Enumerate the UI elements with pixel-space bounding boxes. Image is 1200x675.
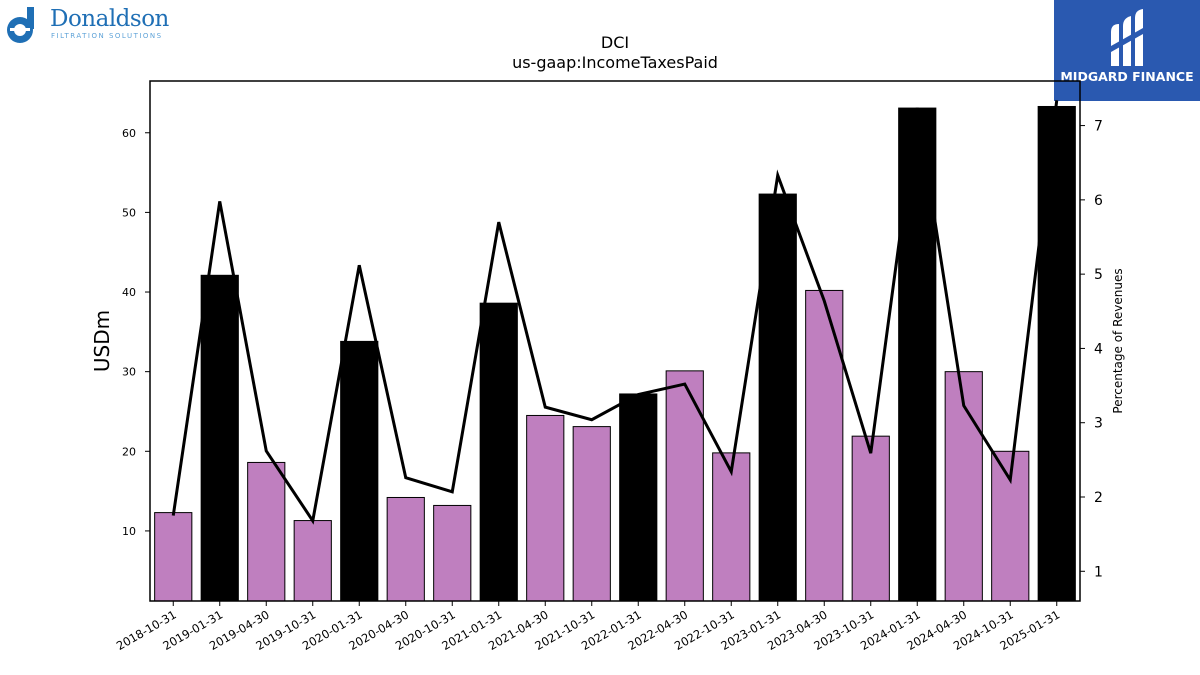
y-tick-label: 50 <box>122 206 136 219</box>
bar-2021-10-31 <box>572 426 611 602</box>
bar-2019-04-30 <box>247 461 286 602</box>
bar-2019-10-31 <box>293 520 332 602</box>
bar-2025-01-31 <box>1037 105 1076 602</box>
donaldson-brand-tagline: FILTRATION SOLUTIONS <box>51 32 163 40</box>
chart-title: DCI <box>601 33 629 52</box>
chart-subtitle: us-gaap:IncomeTaxesPaid <box>512 53 718 72</box>
bar-2020-10-31 <box>433 504 472 602</box>
y-tick-label: 40 <box>122 286 136 299</box>
y-tick-label: 60 <box>122 127 136 140</box>
plot-frame <box>149 80 1081 602</box>
y-axis-label: USDm <box>90 310 114 372</box>
midgard-finance-name: MIDGARD FINANCE <box>1060 69 1194 84</box>
midgard-finance-logo: MIDGARD FINANCE <box>1054 0 1200 101</box>
y2-axis-label: Percentage of Revenues <box>1111 268 1125 413</box>
bar-2023-10-31 <box>851 435 890 602</box>
y2-tick-label: 3 <box>1094 416 1103 432</box>
y-tick-label: 30 <box>122 366 136 379</box>
donaldson-d-icon <box>7 7 34 43</box>
y2-tick-label: 4 <box>1094 341 1103 357</box>
y-tick-label: 10 <box>122 525 136 538</box>
percentage-of-revenues-line <box>171 100 1059 525</box>
y2-tick-label: 7 <box>1094 119 1103 135</box>
bar-2022-10-31 <box>712 452 751 602</box>
y2-tick-label: 2 <box>1094 490 1103 506</box>
bar-2018-10-31 <box>154 512 193 602</box>
bar-2020-01-31 <box>340 340 379 602</box>
bar-2023-04-30 <box>805 289 844 602</box>
bar-2024-04-30 <box>944 371 983 602</box>
donaldson-logo: Donaldson FILTRATION SOLUTIONS <box>4 4 174 46</box>
bar-2020-04-30 <box>386 496 425 602</box>
bar-2022-04-30 <box>665 370 704 602</box>
bar-2021-01-31 <box>479 302 518 602</box>
midgard-m-icon <box>1111 9 1143 66</box>
y-tick-label: 20 <box>122 445 136 458</box>
y2-tick-label: 6 <box>1094 193 1103 209</box>
y2-tick-label: 5 <box>1094 267 1103 283</box>
bar-2021-04-30 <box>526 414 565 602</box>
bar-2019-01-31 <box>200 274 239 602</box>
y2-tick-label: 1 <box>1094 564 1103 580</box>
bar-2022-01-31 <box>619 393 658 602</box>
donaldson-brand-name: Donaldson <box>50 6 169 32</box>
